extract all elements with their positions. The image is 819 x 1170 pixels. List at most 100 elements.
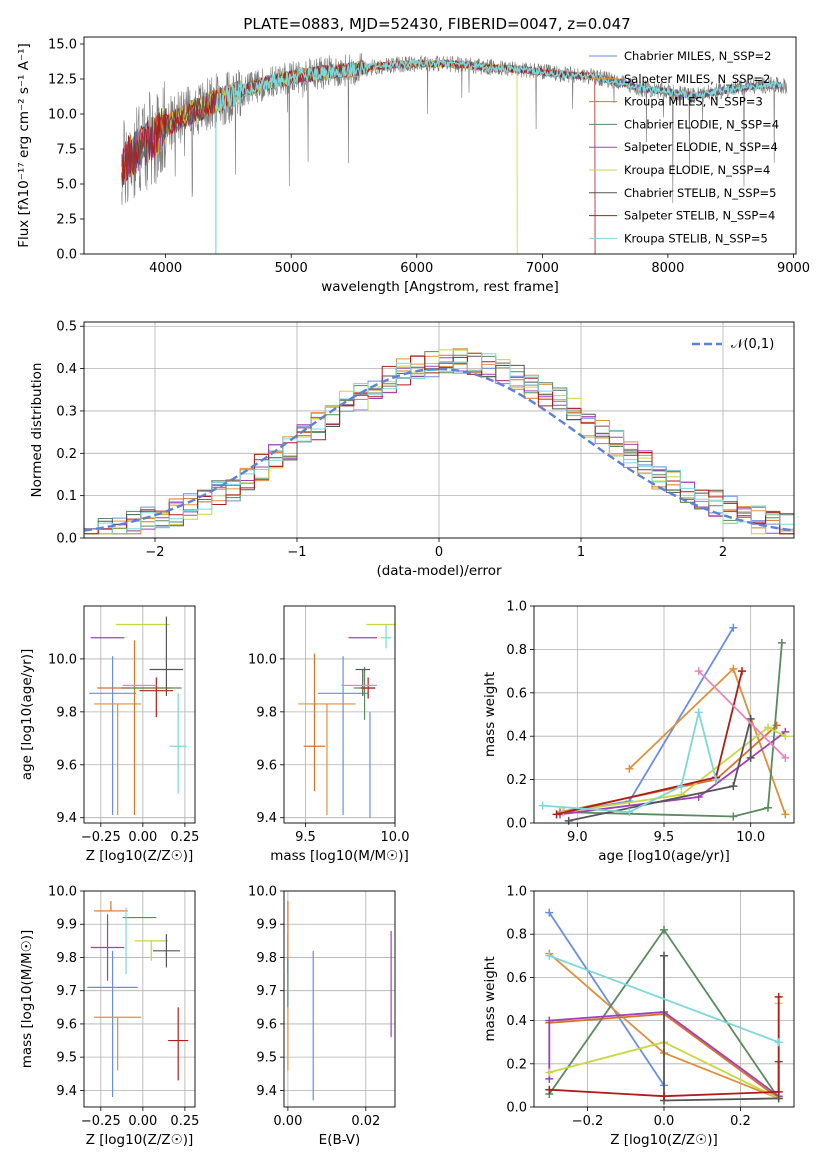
figure-title: PLATE=0883, MJD=52430, FIBERID=0047, z=0… <box>243 15 630 33</box>
weight-point-marker <box>746 714 755 723</box>
mass-vs-z-ytick-label: 9.9 <box>56 918 77 933</box>
weight-vs-age-ytick-label: 1.0 <box>506 600 527 615</box>
hist-step-line <box>84 355 794 535</box>
mass-vs-ebv-errorbars <box>287 900 392 1101</box>
residual-hist-ytick-label: 0.5 <box>56 320 77 335</box>
age-vs-mass-xtick-label: 9.5 <box>295 830 316 845</box>
age-vs-z-errorbars <box>89 616 187 816</box>
spectrum-ytick-label: 15.0 <box>48 38 77 53</box>
weight-point-marker <box>777 638 786 647</box>
gaussian-reference-curve <box>84 367 794 532</box>
weight-point-marker <box>625 764 634 773</box>
spectrum-ytick-label: 2.5 <box>56 213 77 228</box>
residual-hist-ytick-label: 0.4 <box>56 362 77 377</box>
weight-vs-z-xtick-label: −0.2 <box>572 1114 604 1129</box>
weight-vs-z-panel: −0.2 0.0 0.2 0.0 0.2 0.4 0.6 0.8 1.0 Z [log10(Z/Z… <box>482 885 795 1148</box>
mass-vs-z-ytick-label: 9.7 <box>56 984 77 999</box>
weight-series-line <box>563 627 735 813</box>
residual-hist-ytick-label: 0.3 <box>56 404 77 419</box>
mass-vs-z-ytick-label: 9.4 <box>56 1084 77 1099</box>
weight-point-marker <box>660 951 668 960</box>
legend-entry: Salpeter MILES, N_SSP=2 <box>624 72 770 86</box>
mass-vs-ebv-ytick-label: 9.9 <box>256 918 277 933</box>
age-vs-mass-ytick-label: 10.0 <box>248 652 277 667</box>
residual-hist-axes-frame <box>83 321 795 539</box>
weight-point-marker <box>694 708 703 717</box>
spectrum-xtick-label: 5000 <box>275 261 308 276</box>
weight-point-marker <box>774 992 783 1001</box>
age-vs-mass-ytick-label: 9.8 <box>256 705 277 720</box>
age-vs-mass-ytick-label: 9.6 <box>256 758 277 773</box>
mass-vs-z-xtick-label: 0.00 <box>128 1114 157 1129</box>
weight-series-line <box>548 912 665 1086</box>
residual-hist-xlabel: (data-model)/error <box>376 563 502 579</box>
spectrum-legend: Chabrier MILES, N_SSP=2 Salpeter MILES, N… <box>589 49 779 245</box>
spectrum-ytick-label: 10.0 <box>48 108 77 123</box>
weight-point-marker <box>781 732 790 741</box>
legend-entry: Chabrier ELODIE, N_SSP=4 <box>624 117 779 131</box>
age-vs-z-ytick-label: 9.8 <box>56 705 77 720</box>
spectrum-ytick-label: 12.5 <box>48 73 77 88</box>
weight-series-line <box>563 642 783 818</box>
mass-vs-ebv-ytick-label: 9.6 <box>256 1017 277 1032</box>
legend-entry: Salpeter ELODIE, N_SSP=4 <box>624 140 778 154</box>
age-vs-z-panel: −0.25 0.00 0.25 9.4 9.6 9.8 10.0 Z [log10(Z/Z☉)… <box>19 605 199 864</box>
weight-vs-z-ytick-label: 1.0 <box>506 885 527 900</box>
mass-vs-ebv-axes-frame <box>283 890 396 1108</box>
mass-vs-ebv-ytick-label: 9.7 <box>256 984 277 999</box>
weight-vs-age-xtick-label: 10.0 <box>736 830 765 845</box>
weight-point-marker <box>764 723 772 732</box>
age-vs-mass-xtick-label: 10.0 <box>381 830 410 845</box>
weight-vs-age-axes-frame <box>533 605 795 824</box>
weight-vs-z-xlabel: Z [log10(Z/Z☉)] <box>610 1132 718 1148</box>
mass-vs-ebv-xlabel: E(B-V) <box>319 1132 361 1148</box>
mass-vs-z-ylabel: mass [log10(M/M☉)] <box>19 930 35 1069</box>
mass-vs-z-errorbars <box>87 900 189 1098</box>
mass-vs-ebv-grid <box>284 890 395 1107</box>
spectrum-xtick-label: 4000 <box>149 261 182 276</box>
weight-point-marker <box>729 782 738 791</box>
weight-series-line <box>568 718 752 822</box>
legend-entry: Kroupa MILES, N_SSP=3 <box>624 95 763 109</box>
weight-point-marker <box>694 667 703 676</box>
mass-vs-ebv-xtick-label: 0.00 <box>273 1114 302 1129</box>
legend-entry: Chabrier STELIB, N_SSP=5 <box>624 186 776 200</box>
age-vs-z-axes-frame <box>83 605 196 824</box>
weight-point-marker <box>545 951 554 960</box>
mass-vs-z-ytick-label: 9.8 <box>56 951 77 966</box>
mass-vs-ebv-ytick-label: 9.8 <box>256 951 277 966</box>
weight-vs-age-ylabel: mass weight <box>482 672 498 757</box>
weight-vs-age-series <box>538 623 790 825</box>
residual-hist-ytick-label: 0.0 <box>56 532 77 547</box>
weight-point-marker <box>781 753 790 762</box>
age-vs-z-xtick-label: 0.25 <box>170 830 199 845</box>
weight-point-marker <box>545 1085 554 1094</box>
weight-series-line <box>548 954 780 1044</box>
weight-point-marker <box>746 753 755 762</box>
weight-point-marker <box>660 1092 668 1101</box>
weight-vs-age-ytick-label: 0.8 <box>506 643 527 658</box>
weight-series-line <box>698 670 786 759</box>
residual-hist-ytick-label: 0.2 <box>56 447 77 462</box>
weight-vs-z-ytick-label: 0.6 <box>506 971 527 986</box>
weight-point-marker <box>729 812 738 821</box>
age-vs-z-ytick-label: 9.6 <box>56 758 77 773</box>
weight-vs-age-ytick-label: 0.0 <box>506 817 527 832</box>
weight-point-marker <box>729 623 738 632</box>
weight-vs-z-xtick-label: 0.2 <box>730 1114 751 1129</box>
mass-vs-ebv-ytick-label: 9.5 <box>256 1051 277 1066</box>
legend-entry: 𝒩(0,1) <box>731 337 774 352</box>
spectrum-xtick-label: 9000 <box>777 261 810 276</box>
spectrum-xtick-label: 8000 <box>651 261 684 276</box>
age-vs-mass-errorbars <box>298 623 395 818</box>
weight-series-line <box>563 726 786 813</box>
weight-point-marker <box>677 782 686 791</box>
spectrum-lines <box>121 53 788 254</box>
legend-entry: Chabrier MILES, N_SSP=2 <box>624 49 771 63</box>
weight-vs-z-ytick-label: 0.0 <box>506 1101 527 1116</box>
residual-hist-xtick-label: 2 <box>719 545 727 560</box>
weight-vs-z-series <box>545 908 783 1105</box>
weight-point-marker <box>774 1087 783 1096</box>
mass-vs-z-axes-frame <box>83 890 196 1108</box>
